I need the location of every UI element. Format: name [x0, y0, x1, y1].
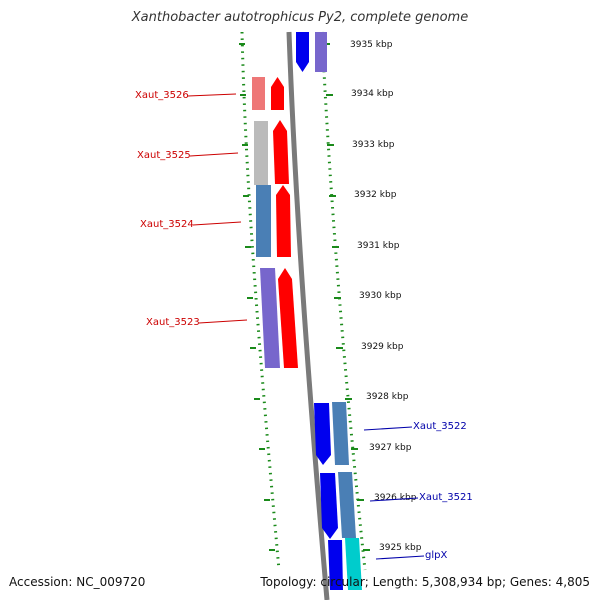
cds-glpx	[345, 538, 362, 590]
accession-label: Accession: NC_009720	[9, 575, 146, 589]
left-ruler-arc	[240, 31, 281, 571]
scale-label-3935: 3935 kbp	[350, 40, 393, 50]
gene-label-xaut-3524[interactable]: Xaut_3524	[140, 219, 194, 230]
genome-summary: Topology: circular; Length: 5,308,934 bp…	[260, 575, 590, 589]
gene-xaut-3522	[314, 403, 331, 465]
cds-track-top	[315, 32, 327, 72]
gene-xaut-3523	[278, 268, 298, 368]
right-ruler-arc	[320, 31, 367, 571]
gene-label-glpx[interactable]: glpX	[425, 550, 447, 561]
leader-line-xaut-3526	[187, 93, 237, 97]
gene-xaut-3526	[271, 77, 284, 110]
gene-label-xaut-3521[interactable]: Xaut_3521	[419, 492, 473, 503]
gene-xaut-3521	[320, 473, 338, 539]
scale-label-3929: 3929 kbp	[361, 342, 404, 352]
reverse-gene-top	[296, 32, 309, 72]
scale-label-3932: 3932 kbp	[354, 190, 397, 200]
scale-label-3931: 3931 kbp	[357, 241, 400, 251]
scale-label-3928: 3928 kbp	[366, 392, 409, 402]
map-title: Xanthobacter autotrophicus Py2, complete…	[131, 10, 469, 25]
leader-line-xaut-3523	[198, 319, 248, 324]
cds-xaut-3522	[332, 402, 349, 465]
gene-label-xaut-3523[interactable]: Xaut_3523	[146, 317, 200, 328]
scale-label-3927: 3927 kbp	[369, 443, 412, 453]
gene-label-xaut-3525[interactable]: Xaut_3525	[137, 150, 191, 161]
leader-line-xaut-3525	[189, 152, 239, 157]
gene-label-xaut-3522[interactable]: Xaut_3522	[413, 421, 467, 432]
scale-label-3933: 3933 kbp	[352, 140, 395, 150]
scale-label-3925: 3925 kbp	[379, 543, 422, 553]
cds-xaut-3524	[256, 185, 271, 257]
scale-label-3926: 3926 kbp	[374, 493, 417, 503]
cds-xaut-3526	[252, 77, 265, 110]
gene-label-xaut-3526[interactable]: Xaut_3526	[135, 90, 189, 101]
cds-xaut-3521	[338, 472, 356, 538]
genome-backbone	[286, 31, 330, 600]
gene-xaut-3524	[276, 185, 291, 257]
leader-line-xaut-3521	[369, 497, 419, 502]
scale-label-3930: 3930 kbp	[359, 291, 402, 301]
cds-xaut-3525	[254, 121, 268, 185]
left-tick-marks	[239, 43, 275, 551]
gene-xaut-3525	[273, 120, 289, 184]
cds-xaut-3523	[260, 268, 280, 368]
leader-line-xaut-3522	[363, 426, 413, 431]
gene-glpx	[328, 540, 343, 590]
scale-label-3934: 3934 kbp	[351, 89, 394, 99]
leader-line-glpx	[375, 555, 425, 560]
leader-line-xaut-3524	[192, 221, 242, 226]
